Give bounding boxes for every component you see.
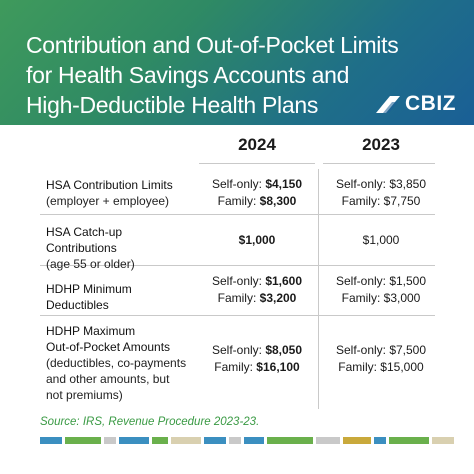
footer-bar — [244, 437, 264, 444]
footer-bar — [171, 437, 201, 444]
cell-2024-hsa-contribution: Self-only: $4,150 Family: $8,300 — [211, 177, 303, 208]
column-header-2024: 2024 — [238, 135, 276, 154]
title-line-2: for Health Savings Accounts and — [26, 62, 350, 88]
footer-bar — [267, 437, 313, 444]
footer-bar — [119, 437, 149, 444]
footer-bar — [432, 437, 454, 444]
cell-2023-hdhp-min-deductible: Self-only: $1,500 Family: $3,000 — [335, 274, 427, 305]
divider — [323, 163, 435, 164]
cell-2023-hsa-contribution: Self-only: $3,850 Family: $7,750 — [335, 177, 427, 208]
cbiz-logo: CBIZ — [374, 91, 456, 117]
row-label-hdhp-min-deductible: HDHP Minimum Deductibles — [46, 282, 132, 312]
divider — [40, 265, 435, 266]
title-line-1: Contribution and Out-of-Pocket Limits — [26, 32, 399, 58]
row-label-hsa-contribution: HSA Contribution Limits (employer + empl… — [46, 178, 173, 208]
column-divider — [318, 169, 319, 409]
cell-2023-hdhp-max-oop: Self-only: $7,500 Family: $15,000 — [335, 343, 427, 374]
footer-bar — [152, 437, 168, 444]
footer-bar — [104, 437, 116, 444]
column-header-2023: 2023 — [362, 135, 400, 154]
footer-bar — [40, 437, 62, 444]
source-note: Source: IRS, Revenue Procedure 2023-23. — [40, 416, 260, 428]
divider — [199, 163, 315, 164]
footer-bar — [316, 437, 340, 444]
row-label-hdhp-max-oop: HDHP Maximum Out-of-Pocket Amounts (dedu… — [46, 324, 187, 402]
row-label-hsa-catchup: HSA Catch-up Contributions (age 55 or ol… — [46, 225, 135, 271]
divider — [40, 315, 435, 316]
logo-text: CBIZ — [405, 92, 456, 115]
cell-2024-hdhp-min-deductible: Self-only: $1,600 Family: $3,200 — [211, 274, 303, 305]
footer-color-bars — [40, 437, 454, 444]
divider — [40, 214, 435, 215]
title-line-3: High-Deductible Health Plans — [26, 92, 319, 118]
footer-bar — [229, 437, 241, 444]
footer-bar — [204, 437, 226, 444]
footer-bar — [65, 437, 101, 444]
limits-table: 2024 2023 HSA Contribution Limits (emplo… — [40, 125, 435, 410]
cell-2024-hsa-catchup: $1,000 — [238, 233, 276, 247]
header-banner: Contribution and Out-of-Pocket Limits fo… — [0, 0, 474, 125]
footer-bar — [374, 437, 386, 444]
cell-2023-hsa-catchup: $1,000 — [362, 233, 400, 247]
footer-bar — [343, 437, 371, 444]
page-title: Contribution and Out-of-Pocket Limits fo… — [26, 30, 446, 120]
footer-bar — [389, 437, 429, 444]
cbiz-mark-icon — [376, 96, 400, 113]
cell-2024-hdhp-max-oop: Self-only: $8,050 Family: $16,100 — [211, 343, 303, 374]
